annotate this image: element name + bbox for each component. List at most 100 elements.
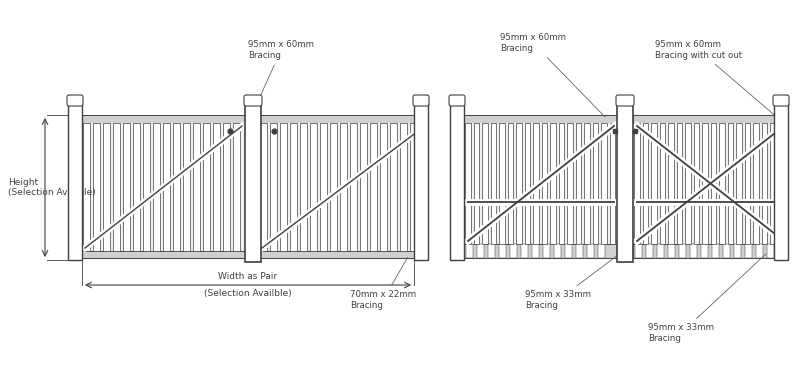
Bar: [598, 244, 605, 258]
Bar: [736, 123, 742, 244]
Bar: [762, 123, 767, 244]
Bar: [370, 123, 377, 251]
Bar: [113, 123, 119, 251]
Bar: [646, 244, 653, 258]
Text: 95mm x 33mm
Bracing: 95mm x 33mm Bracing: [648, 254, 766, 343]
Bar: [550, 123, 555, 244]
Bar: [68, 103, 82, 260]
Bar: [710, 123, 716, 244]
Bar: [259, 251, 428, 258]
Bar: [380, 123, 386, 251]
Bar: [183, 123, 190, 251]
Bar: [774, 103, 788, 260]
Bar: [320, 123, 326, 251]
Bar: [576, 244, 583, 258]
Bar: [143, 123, 150, 251]
Bar: [193, 123, 199, 251]
Bar: [280, 123, 286, 251]
Bar: [521, 244, 528, 258]
Bar: [350, 123, 357, 251]
Bar: [340, 123, 346, 251]
Bar: [474, 123, 479, 244]
Text: Height
(Selection Availble): Height (Selection Availble): [8, 178, 96, 197]
Bar: [533, 123, 538, 244]
Bar: [82, 251, 245, 258]
Bar: [233, 123, 239, 251]
Bar: [727, 123, 733, 244]
Bar: [420, 123, 426, 251]
Bar: [490, 123, 496, 244]
Bar: [575, 123, 581, 244]
FancyBboxPatch shape: [244, 95, 262, 106]
Bar: [464, 123, 617, 244]
Bar: [601, 123, 606, 244]
Bar: [677, 123, 682, 244]
Text: 70mm x 22mm
Bracing: 70mm x 22mm Bracing: [350, 257, 416, 310]
Text: 95mm x 60mm
Bracing: 95mm x 60mm Bracing: [248, 40, 314, 116]
Bar: [525, 123, 530, 244]
FancyBboxPatch shape: [413, 95, 429, 106]
Bar: [414, 103, 428, 260]
Bar: [213, 123, 219, 251]
Bar: [659, 123, 665, 244]
Bar: [587, 244, 594, 258]
Bar: [712, 244, 719, 258]
Bar: [778, 244, 785, 258]
FancyBboxPatch shape: [773, 95, 789, 106]
Bar: [507, 123, 513, 244]
Bar: [103, 123, 110, 251]
Bar: [634, 123, 639, 244]
Bar: [82, 123, 245, 251]
Bar: [532, 244, 539, 258]
Bar: [133, 123, 139, 251]
Bar: [567, 123, 573, 244]
Bar: [516, 123, 522, 244]
Bar: [477, 244, 484, 258]
Bar: [465, 123, 470, 244]
Bar: [753, 123, 758, 244]
Bar: [642, 123, 648, 244]
Bar: [558, 123, 564, 244]
Text: 95mm x 60mm
Bracing: 95mm x 60mm Bracing: [500, 33, 605, 117]
Bar: [610, 123, 615, 244]
Bar: [499, 244, 506, 258]
Bar: [668, 123, 674, 244]
Bar: [633, 244, 788, 258]
Bar: [565, 244, 572, 258]
Bar: [488, 244, 495, 258]
Bar: [770, 123, 775, 244]
Bar: [756, 244, 763, 258]
Bar: [270, 123, 277, 251]
Bar: [390, 123, 397, 251]
Bar: [690, 244, 697, 258]
Bar: [260, 123, 266, 251]
Bar: [173, 123, 179, 251]
FancyBboxPatch shape: [449, 95, 465, 106]
Bar: [153, 123, 159, 251]
Bar: [745, 244, 752, 258]
Bar: [300, 123, 306, 251]
Bar: [668, 244, 675, 258]
Bar: [543, 244, 550, 258]
Bar: [694, 123, 699, 244]
Bar: [651, 123, 657, 244]
FancyBboxPatch shape: [67, 95, 83, 106]
Bar: [584, 123, 590, 244]
Bar: [679, 244, 686, 258]
Bar: [778, 123, 784, 244]
Bar: [82, 115, 245, 123]
Bar: [685, 123, 690, 244]
Bar: [259, 115, 428, 123]
Bar: [83, 123, 90, 251]
Bar: [635, 244, 642, 258]
Text: 95mm x 33mm
Bracing: 95mm x 33mm Bracing: [525, 254, 620, 310]
Bar: [719, 123, 725, 244]
Bar: [123, 123, 130, 251]
Bar: [310, 123, 317, 251]
Bar: [657, 244, 664, 258]
Bar: [330, 123, 337, 251]
Bar: [466, 244, 473, 258]
Bar: [400, 123, 406, 251]
Bar: [223, 123, 230, 251]
Bar: [542, 123, 547, 244]
